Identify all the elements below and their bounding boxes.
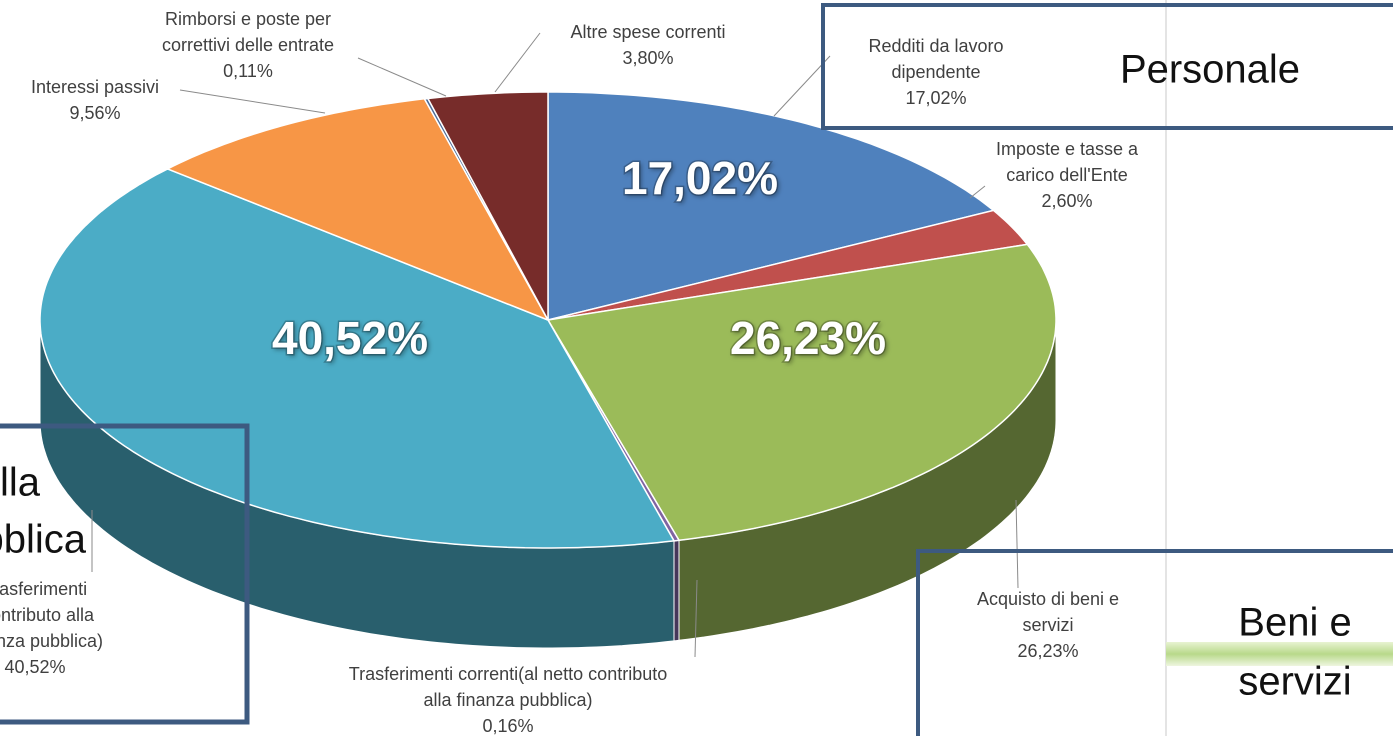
slice	[547, 209, 1029, 321]
label-line: Trasferimenti correnti(al netto contribu…	[349, 664, 667, 684]
slice-top	[547, 91, 996, 321]
inner-value-label: 40,52%	[272, 312, 428, 364]
slice-value-label: 17,02%	[905, 88, 966, 108]
slice-label: Interessi passivi	[31, 77, 159, 97]
slice-top	[39, 168, 676, 549]
slice-value-label: 3,80%	[622, 48, 673, 68]
slice	[546, 243, 1057, 641]
annotation: servizi	[1238, 660, 1351, 704]
box-personale	[821, 3, 1393, 130]
leader-line	[773, 55, 831, 117]
green-bar	[1166, 642, 1393, 666]
slice-value-label: 9,56%	[69, 103, 120, 123]
label-line: (contributo alla	[0, 605, 95, 625]
label-line: correttivi delle entrate	[162, 35, 334, 55]
label-line: Rimborsi e poste per	[165, 9, 331, 29]
slice	[547, 319, 681, 642]
box-beni	[916, 549, 1393, 736]
slice-top	[165, 97, 550, 322]
annotation: Beni e	[1238, 601, 1351, 645]
slice-label: Trasferimenti (contributo alla finanza pub…	[0, 579, 103, 651]
label-line: carico dell'Ente	[1006, 165, 1128, 185]
label-line: Trasferimenti	[0, 579, 87, 599]
leader-line	[969, 185, 986, 199]
slice-value-label: 40,52%	[4, 657, 65, 677]
slice-top	[426, 91, 549, 321]
slice-value-label: 0,16%	[482, 716, 533, 736]
leader-line	[494, 32, 541, 93]
slice-label: Acquisto di beni e servizi	[977, 589, 1119, 635]
slice-label: Rimborsi e poste per correttivi delle ent…	[162, 9, 334, 55]
annotation: Contributo alla	[0, 461, 41, 505]
pie	[39, 91, 1057, 649]
slice	[426, 91, 549, 321]
label-line: dipendente	[891, 62, 980, 82]
slice	[547, 91, 996, 321]
slice	[39, 168, 676, 649]
slice-value-label: 0,11%	[223, 61, 273, 81]
slice-label: Imposte e tasse a carico dell'Ente	[996, 139, 1139, 185]
slice-label: Altre spese correnti	[570, 22, 725, 42]
leader-line	[179, 89, 326, 114]
leader-line	[1015, 499, 1019, 589]
leader-line	[357, 57, 447, 97]
slice	[165, 97, 550, 322]
label-line: finanza pubblica)	[0, 631, 103, 651]
slice-top	[546, 243, 1057, 542]
slice-label: Trasferimenti correnti(al netto contribu…	[349, 664, 667, 710]
leader-line	[694, 579, 698, 658]
slice-label: Redditi da lavoro dipendente	[868, 36, 1003, 82]
slice-top	[547, 209, 1029, 321]
label-line: alla finanza pubblica)	[423, 690, 592, 710]
label-line: servizi	[1022, 615, 1073, 635]
label-line: Redditi da lavoro	[868, 36, 1003, 56]
inner-value-label: 17,02%	[622, 152, 778, 204]
annotation: Personale	[1120, 48, 1300, 92]
slice-value-label: 26,23%	[1017, 641, 1078, 661]
box-contributo	[0, 423, 250, 725]
label-line: Acquisto di beni e	[977, 589, 1119, 609]
slice-side	[673, 539, 680, 642]
label-line: Interessi passivi	[31, 77, 159, 97]
slice-value-label: 2,60%	[1041, 191, 1092, 211]
label-line: Altre spese correnti	[570, 22, 725, 42]
inner-value-label: 26,23%	[730, 312, 886, 364]
annotation: finanza pubblica	[0, 518, 87, 562]
label-line: Imposte e tasse a	[996, 139, 1139, 159]
labels: Redditi da lavoro dipendente 17,02% Imposte…	[0, 9, 1139, 736]
